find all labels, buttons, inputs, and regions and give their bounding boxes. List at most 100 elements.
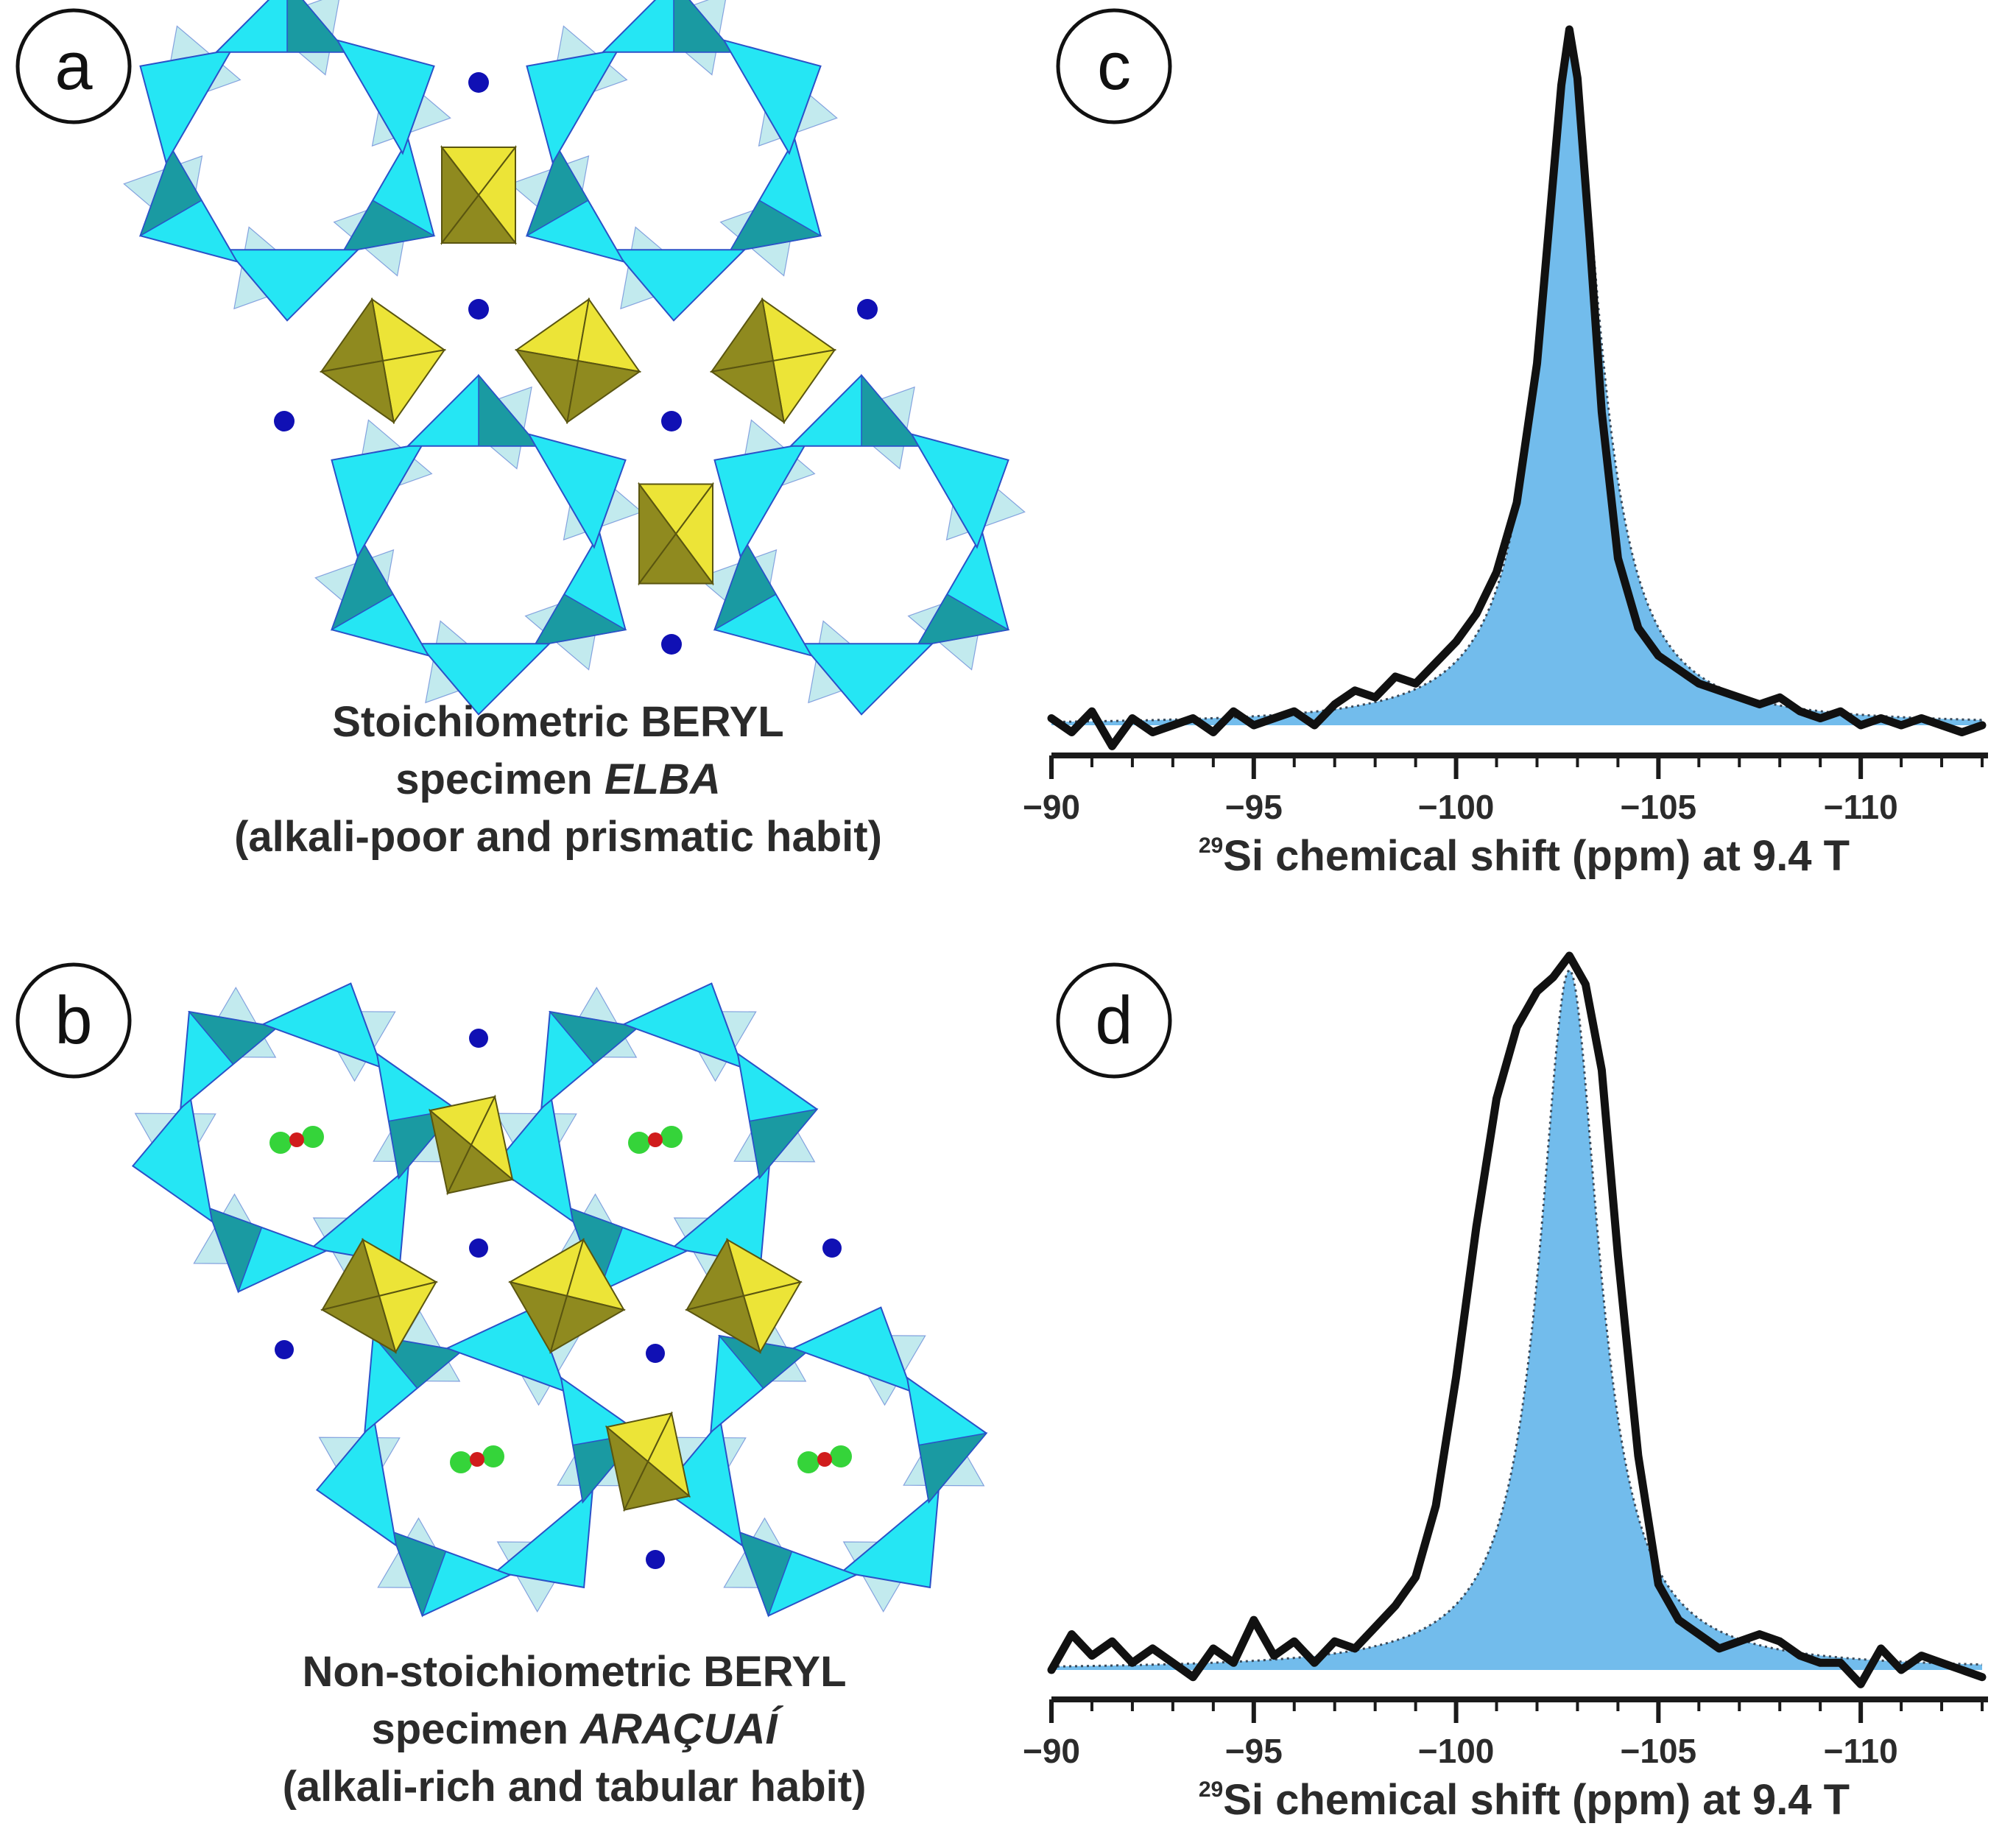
channel-atom [468,299,489,320]
nmr-spectrum-d: −90 −95 −100 −105 −110 29Si chemical shift (p… [1023,951,1988,1824]
octahedron-face [320,1294,397,1354]
tetrahedron [621,982,744,1069]
tetrahedron-facet [478,373,540,447]
crystal-structure-elba [123,0,1026,716]
tetrahedron [670,1165,770,1265]
x-tick-label: −90 [1023,1732,1080,1770]
tetrahedron [661,1419,744,1548]
tetrahedron [526,49,620,165]
x-axis-title-superscript: 29 [1199,1777,1223,1802]
tetrahedron [139,49,233,165]
tetrahedron-facet [916,593,1010,647]
x-tick-label: −95 [1225,1732,1283,1770]
tetrahedron-facet [390,1530,447,1618]
tetrahedron [331,443,425,559]
panel-label-circle-c [1056,8,1172,124]
caption-b-specimen: ARAÇUAÍ [579,1705,783,1753]
octahedron-face [565,359,642,424]
ring-top-left [123,0,451,322]
channel-atom [822,1238,842,1258]
octahedron-face [623,1460,691,1512]
octahedron [320,1238,438,1354]
caption-a-line3: (alkali-poor and prismatic habit) [234,813,882,861]
tetrahedron [493,1489,593,1589]
tetrahedron [910,433,1009,549]
x-tick-label: −105 [1621,1732,1697,1770]
tetrahedron [722,39,822,155]
tetrahedron-facet [918,1432,988,1504]
fit-component-fill [1051,970,1982,1670]
caption-b-line3: (alkali-rich and tabular habit) [283,1763,867,1811]
tetrahedron-facet [188,1011,279,1065]
x-axis-title-text: Si chemical shift (ppm) at 9.4 T [1223,832,1850,880]
octahedron [605,1411,691,1512]
tetrahedron [800,643,934,716]
channel-atom [646,1550,665,1569]
tetrahedron-facet [206,1206,263,1294]
x-axis-title-superscript: 29 [1199,834,1223,858]
nmr-spectrum-c: −90 −95 −100 −105 −110 29Si chemical shift (p… [1023,25,1988,880]
channel-atom [469,1238,488,1258]
octahedron [638,482,714,586]
octahedron [440,145,518,245]
experimental-spectrum-line [1047,25,1987,750]
x-tick-label: −100 [1418,788,1495,826]
panel-label-circle-b [15,962,132,1079]
tetrahedron-facet [728,200,822,253]
panel-a: a Stoichiometric BERYL specimen ELBA (al… [15,0,1026,861]
channel-atom [661,411,682,431]
molecule-end-atom [269,1132,292,1154]
octahedron [685,1238,803,1354]
tetrahedron-facet [533,593,627,647]
molecule-center-atom [289,1132,304,1147]
panel-c: c −90 −95 −100 −105 −110 29Si chemical shift … [1023,8,1988,880]
caption-b-line1: Non-stoichiometric BERYL [302,1648,846,1696]
x-tick-label: −95 [1225,788,1283,826]
fit-component-fill [1051,43,1982,725]
tetrahedron [336,39,435,155]
octahedron [709,297,837,425]
experimental-spectrum-line [1047,951,1987,1688]
molecule-end-atom [482,1445,504,1467]
channel-atom [274,411,295,431]
channel-atom [275,1340,294,1359]
tetrahedron-facet [861,373,923,447]
channel-atom [469,1029,488,1048]
ring-top-right [510,0,838,322]
molecule-center-atom [817,1452,832,1467]
caption-a-line1: Stoichiometric BERYL [332,698,783,746]
molecule-center-atom [470,1452,484,1467]
x-tick-label: −100 [1418,1732,1495,1770]
ring-bottom-right [697,373,1026,716]
channel-atom [646,1344,665,1363]
x-axis-title-text: Si chemical shift (ppm) at 9.4 T [1223,1776,1850,1824]
tetrahedron-facet [139,147,202,237]
tetrahedron-facet [342,200,436,253]
octahedron-face [440,194,518,244]
tetrahedron [417,643,551,716]
tetrahedron-facet [673,0,735,53]
panel-label-c: c [1097,29,1131,104]
tetrahedron [839,1489,940,1589]
octahedron-face [319,359,395,424]
tetrahedron-facet [736,1530,793,1618]
panel-label-a: a [54,29,93,104]
channel-molecule [269,1126,324,1154]
x-tick-label: −105 [1621,788,1697,826]
panel-label-d: d [1095,983,1132,1058]
octahedron-face [549,1294,626,1354]
octahedron-face [638,532,714,585]
molecule-end-atom [450,1451,472,1473]
x-tick-label: −110 [1824,1732,1898,1770]
x-axis-title: 29Si chemical shift (ppm) at 9.4 T [1199,832,1850,880]
molecule-center-atom [648,1132,663,1147]
octahedron [319,297,447,425]
panel-label-circle-a [15,8,132,124]
x-tick-label: −90 [1023,788,1080,826]
tetrahedron [225,249,360,322]
tetrahedron [791,1306,914,1393]
tetrahedron [612,249,747,322]
ring-bottom-right [661,1306,988,1618]
x-axis-title: 29Si chemical shift (ppm) at 9.4 T [1199,1776,1850,1824]
